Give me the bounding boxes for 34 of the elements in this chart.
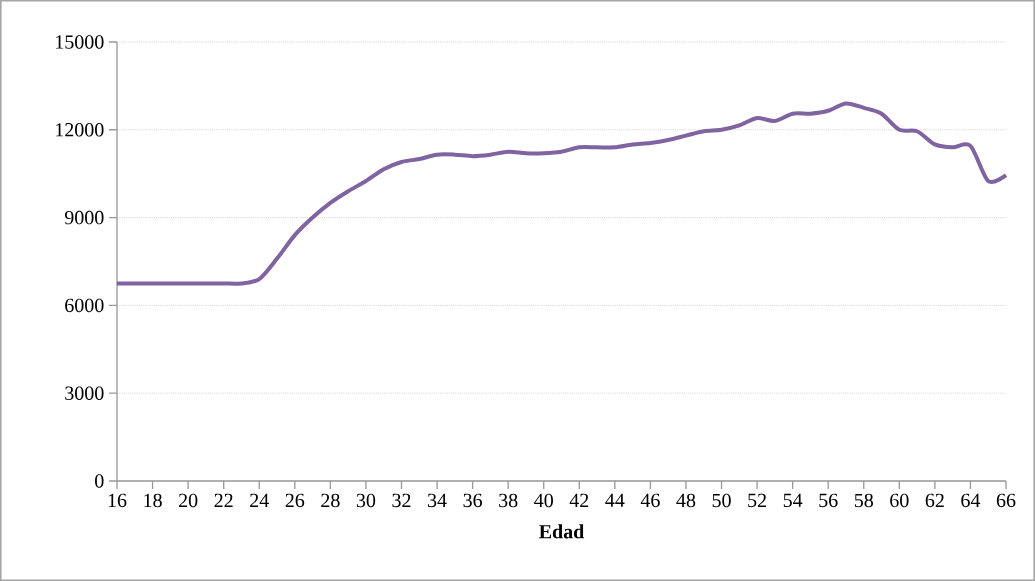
x-tick-label: 26 [285, 493, 305, 508]
x-tick-label: 50 [712, 493, 731, 508]
x-tick-label: 20 [179, 493, 198, 508]
x-tick-label: 66 [996, 493, 1016, 508]
x-tick-label: 62 [925, 493, 944, 508]
y-tick-label: 9000 [64, 210, 104, 225]
y-tick-label: 12000 [56, 123, 104, 137]
y-tick-label: 15000 [56, 35, 104, 49]
x-tick-label: 56 [819, 493, 838, 508]
x-tick-label: 38 [499, 493, 518, 508]
x-tick-label: 52 [748, 493, 766, 508]
x-tick-label: 60 [890, 493, 909, 508]
x-tick-label: 18 [144, 493, 162, 508]
x-tick-label: 46 [640, 493, 660, 508]
x-tick-label: 28 [321, 493, 340, 508]
x-tick-label: 32 [392, 493, 411, 508]
y-tick-label: 6000 [65, 298, 104, 313]
x-tick-label: 40 [534, 493, 553, 508]
x-tick-label: 48 [676, 493, 696, 508]
x-tick-label: 24 [250, 493, 269, 507]
x-tick-label: 30 [356, 493, 376, 508]
x-tick-label: 16 [108, 493, 127, 508]
x-tick-label: 34 [428, 493, 447, 508]
x-tick-label: 58 [854, 493, 873, 508]
x-tick-label: 42 [569, 493, 589, 507]
x-tick-label: 22 [214, 493, 233, 507]
y-tick-label: 0 [95, 474, 104, 488]
x-axis-title: Edad [539, 524, 585, 539]
line-series [115, 101, 1008, 286]
x-tick-label: 54 [783, 493, 803, 508]
x-tick-label: 64 [961, 493, 981, 508]
x-tick-label: 44 [605, 493, 625, 507]
x-tick-label: 36 [463, 493, 483, 508]
y-tick-label: 3000 [65, 386, 104, 400]
